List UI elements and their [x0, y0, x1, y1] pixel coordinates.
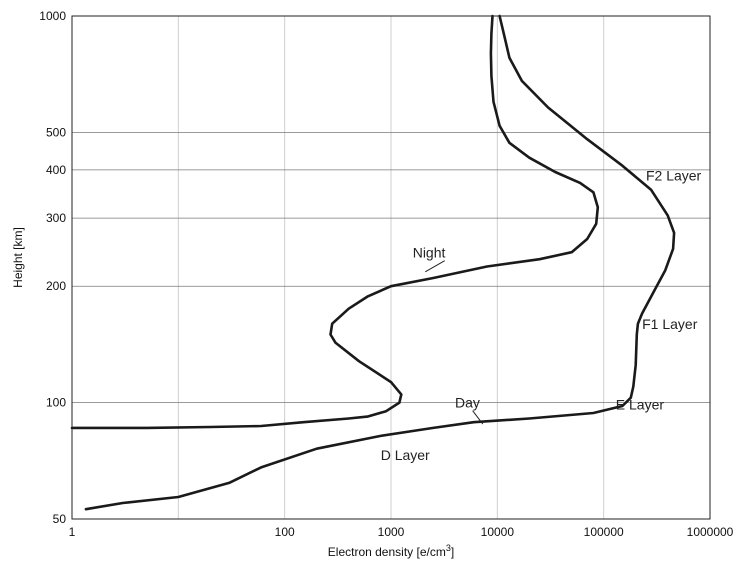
annotation-f1-layer: F1 Layer — [642, 316, 698, 332]
y-tick-label: 500 — [46, 125, 66, 139]
y-tick-label: 200 — [46, 279, 66, 293]
annotation-day-pointer — [472, 410, 484, 425]
x-tick-label: 1 — [69, 525, 76, 539]
x-tick-label: 1000 — [378, 525, 405, 539]
annotations: Night Day F2 Layer F1 Layer E Layer D Layer — [381, 168, 702, 463]
annotation-e-layer: E Layer — [616, 396, 665, 412]
grid — [72, 16, 710, 519]
x-tick-label: 10000 — [481, 525, 515, 539]
x-tick-label: 100000 — [584, 525, 624, 539]
x-tick-label: 1000000 — [687, 525, 734, 539]
ticks: 1 100 1000 10000 100000 1000000 50 100 200 300 400… — [39, 9, 733, 539]
annotation-night-pointer — [425, 260, 445, 273]
annotation-night: Night — [413, 245, 446, 261]
series-line-night — [70, 14, 600, 430]
annotation-day: Day — [455, 395, 480, 411]
series-layer — [70, 14, 676, 511]
y-tick-label: 400 — [46, 163, 66, 177]
annotation-d-layer: D Layer — [381, 447, 430, 463]
y-tick-label: 300 — [46, 211, 66, 225]
y-tick-label: 100 — [46, 396, 66, 410]
y-axis-label: Height [km] — [11, 227, 25, 288]
series-line-day — [84, 14, 676, 511]
y-tick-label: 1000 — [39, 9, 66, 23]
annotation-f2-layer: F2 Layer — [646, 168, 702, 184]
x-axis-label: Electron density [e/cm3] — [328, 543, 454, 559]
y-tick-label: 50 — [53, 512, 67, 526]
plot-frame — [71, 15, 711, 520]
x-tick-label: 100 — [275, 525, 295, 539]
